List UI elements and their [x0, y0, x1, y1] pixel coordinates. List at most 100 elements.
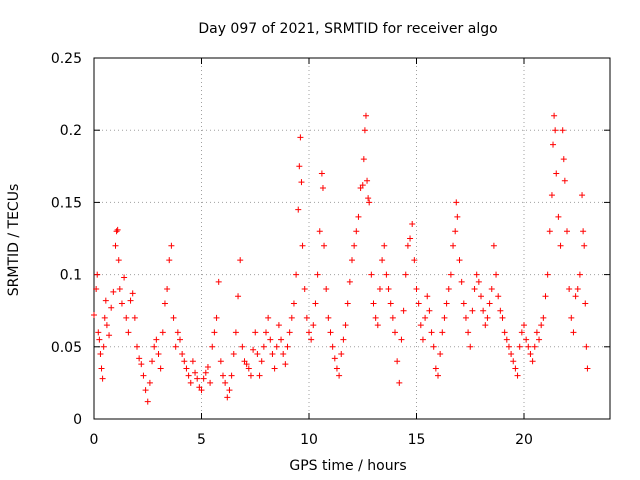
data-point — [110, 288, 117, 295]
data-point — [379, 257, 386, 264]
data-point — [258, 358, 265, 365]
data-point — [185, 372, 192, 379]
data-point — [559, 127, 566, 134]
data-point — [370, 300, 377, 307]
data-point — [284, 343, 291, 350]
data-point — [172, 343, 179, 350]
data-point — [486, 300, 493, 307]
data-point — [389, 314, 396, 321]
data-point — [469, 307, 476, 314]
data-point — [192, 369, 199, 376]
data-point — [237, 257, 244, 264]
data-point — [151, 343, 158, 350]
data-point — [439, 329, 446, 336]
data-point — [177, 336, 183, 343]
data-point — [314, 271, 321, 278]
data-point — [323, 286, 330, 293]
data-point — [473, 271, 480, 278]
data-point — [222, 379, 229, 386]
data-point — [467, 343, 474, 350]
data-point — [149, 358, 156, 365]
data-point — [488, 286, 495, 293]
data-point — [131, 314, 138, 321]
data-point — [116, 286, 123, 293]
data-point — [480, 307, 487, 314]
data-point — [521, 322, 527, 329]
data-point — [220, 372, 226, 379]
data-point — [331, 355, 338, 362]
data-point — [353, 228, 360, 235]
data-point — [365, 195, 372, 202]
data-point — [127, 297, 134, 304]
data-point — [346, 278, 353, 285]
data-point — [454, 213, 461, 220]
data-point — [499, 314, 506, 321]
data-point — [269, 351, 276, 358]
data-point — [118, 300, 125, 307]
data-point — [209, 343, 216, 350]
data-point — [263, 329, 269, 336]
data-point — [144, 398, 151, 405]
data-point — [106, 332, 113, 339]
data-point — [495, 293, 502, 300]
data-point — [113, 228, 120, 235]
data-point — [179, 351, 186, 358]
data-point — [146, 379, 153, 386]
data-point — [497, 307, 504, 314]
data-point — [189, 358, 196, 365]
data-point — [194, 375, 201, 382]
data-point — [407, 235, 414, 242]
data-point — [505, 343, 512, 350]
data-point — [385, 286, 392, 293]
data-point — [582, 300, 589, 307]
data-point — [230, 351, 237, 358]
data-point — [570, 329, 577, 336]
data-point — [325, 314, 332, 321]
y-tick-label: 0.2 — [60, 123, 82, 139]
data-point — [432, 365, 439, 372]
data-point — [435, 372, 441, 379]
data-point — [516, 343, 523, 350]
data-point — [215, 278, 222, 285]
data-point — [187, 379, 194, 386]
data-point — [157, 365, 164, 372]
data-point — [342, 322, 349, 329]
data-point — [437, 351, 444, 358]
data-point — [564, 228, 570, 235]
data-point — [580, 228, 587, 235]
data-point — [402, 271, 409, 278]
data-point — [96, 336, 103, 343]
data-point — [94, 271, 101, 278]
data-point — [290, 300, 297, 307]
data-point — [97, 351, 104, 358]
data-point — [546, 228, 553, 235]
data-point — [538, 322, 545, 329]
data-point — [387, 300, 394, 307]
data-point — [239, 343, 246, 350]
data-point — [103, 322, 110, 329]
data-point — [102, 297, 109, 304]
data-point — [129, 290, 136, 297]
data-point — [452, 228, 459, 235]
data-point — [529, 358, 536, 365]
data-point — [419, 336, 426, 343]
data-point — [478, 293, 484, 300]
data-point — [164, 286, 171, 293]
data-point — [91, 312, 97, 319]
data-point — [445, 286, 452, 293]
data-point — [396, 379, 403, 386]
data-point — [548, 192, 555, 199]
x-tick-label: 20 — [515, 432, 533, 448]
data-point — [424, 293, 431, 300]
data-point — [583, 343, 590, 350]
data-point — [572, 293, 579, 300]
data-point — [226, 387, 233, 394]
data-point — [561, 177, 568, 184]
data-point — [349, 257, 355, 264]
data-point — [531, 343, 538, 350]
data-point — [301, 286, 308, 293]
data-point — [247, 372, 254, 379]
data-point — [462, 314, 469, 321]
data-point — [523, 336, 530, 343]
data-point — [252, 329, 259, 336]
